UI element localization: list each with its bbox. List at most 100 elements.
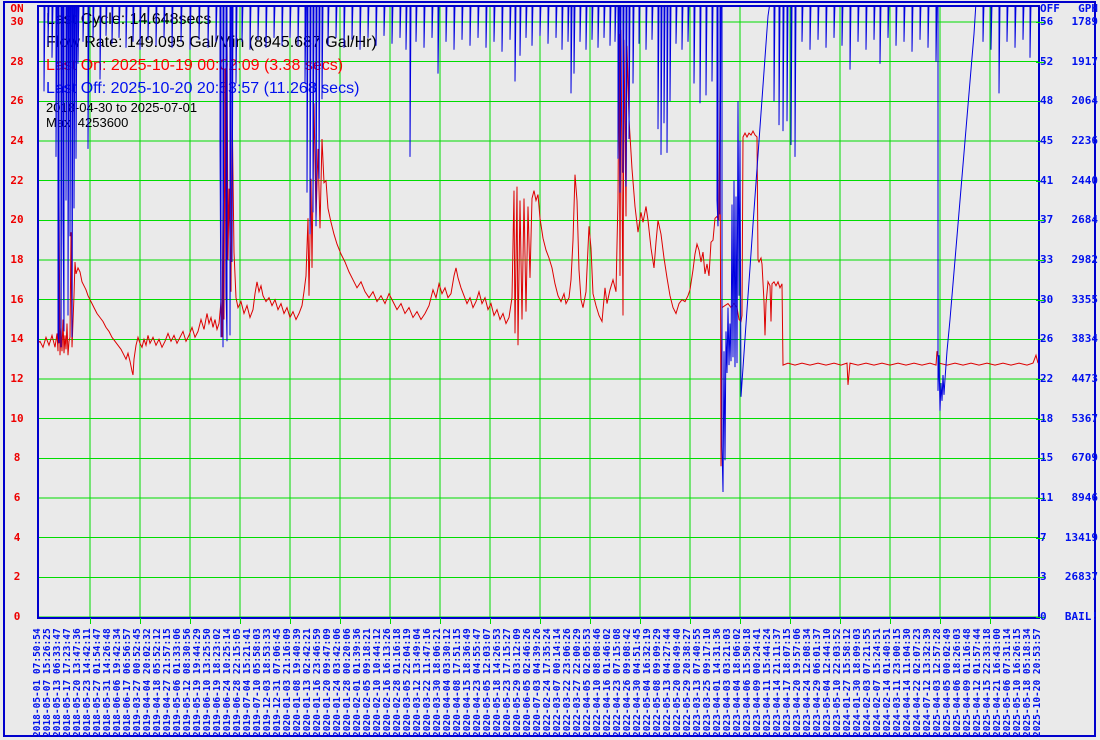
left-axis-tick-label: 8 [13, 451, 21, 465]
gph-tick-label: 2236 [1071, 134, 1099, 147]
left-axis-tick-label: 28 [10, 54, 24, 68]
off-tick-label: 30 [1040, 292, 1054, 306]
right-axis-title-gph: GPH [1078, 2, 1098, 15]
right-axis-tick-row: 37 2684 [1040, 213, 1098, 227]
right-tick-stub [1036, 617, 1045, 618]
right-axis-tick-row: 15 6709 [1040, 451, 1098, 465]
gph-tick-label: BAIL! [1064, 610, 1098, 623]
gph-tick-label: 8946 [1071, 491, 1099, 504]
right-tick-stub [1036, 458, 1045, 459]
bottom-tick-stub [240, 618, 241, 624]
right-tick-stub [1036, 577, 1045, 578]
right-tick-stub [1036, 419, 1045, 420]
off-tick-label: 0 [1040, 610, 1047, 623]
left-axis-tick-label: 6 [13, 491, 21, 504]
gph-tick-label: 6709 [1071, 451, 1099, 465]
off-tick-label: 3 [1040, 570, 1047, 584]
off-tick-label: 37 [1040, 213, 1054, 227]
gph-tick-label: 3355 [1071, 292, 1099, 306]
left-axis-tick-label: 0 [13, 610, 21, 623]
right-axis-tick-row: 18 5367 [1040, 412, 1098, 426]
date-range-text: 2018-04-30 to 2025-07-01 [46, 100, 198, 115]
left-axis-tick-label: 30 [10, 15, 24, 28]
last-on-text: Last On: 2025-10-19 00:02:09 (3.38 secs) [46, 57, 344, 74]
left-axis-tick-label: 20 [10, 213, 24, 227]
bottom-tick-stub [540, 618, 541, 624]
gph-tick-label: 2684 [1071, 213, 1099, 227]
gph-tick-label: 1917 [1071, 54, 1099, 68]
bottom-tick-stub [890, 618, 891, 624]
off-tick-label: 11 [1040, 491, 1054, 504]
gph-tick-label: 1789 [1071, 15, 1099, 28]
off-tick-label: 26 [1040, 332, 1054, 346]
right-axis-tick-row: 3 26837 [1040, 570, 1098, 584]
left-axis-title: ON [10, 2, 24, 15]
left-axis-tick-label: 4 [13, 530, 21, 544]
flow-rate-text: Flow Rate: 149.095 Gal/Min (8945.687 Gal… [46, 34, 377, 51]
gph-tick-label: 2064 [1071, 94, 1099, 108]
off-tick-label: 7 [1040, 530, 1047, 544]
right-axis-tick-row: 26 3834 [1040, 332, 1098, 346]
left-axis-tick-label: 26 [10, 94, 24, 108]
right-tick-stub [1036, 339, 1045, 340]
right-axis-tick-row: 56 1789 [1040, 15, 1098, 29]
gph-tick-label: 3834 [1071, 332, 1099, 346]
off-tick-label: 41 [1040, 173, 1054, 187]
right-axis-tick-row: 33 2982 [1040, 253, 1098, 267]
right-tick-stub [1036, 300, 1045, 301]
last-off-text: Last Off: 2025-10-20 20:53:57 (11.268 se… [46, 80, 360, 97]
left-axis-tick-label: 22 [10, 173, 24, 187]
bottom-tick-stub [990, 618, 991, 624]
right-axis-tick-row: 48 2064 [1040, 94, 1098, 108]
right-tick-stub [1036, 220, 1045, 221]
right-axis-tick-row: 30 3355 [1040, 293, 1098, 307]
bottom-tick-stub [390, 618, 391, 624]
right-tick-stub [1036, 538, 1045, 539]
right-tick-stub [1036, 260, 1045, 261]
left-axis-tick-label: 24 [10, 134, 24, 147]
bottom-tick-stub [140, 618, 141, 624]
gph-tick-label: 4473 [1071, 372, 1099, 385]
off-tick-label: 56 [1040, 15, 1054, 28]
off-tick-label: 33 [1040, 253, 1054, 266]
right-tick-stub [1036, 181, 1045, 182]
off-tick-label: 45 [1040, 134, 1054, 147]
bottom-tick-stub [740, 618, 741, 624]
off-tick-label: 22 [1040, 372, 1054, 385]
last-cycle-text: Last Cycle: 14.648secs [46, 11, 212, 28]
bottom-tick-stub [440, 618, 441, 624]
left-axis-tick-label: 16 [10, 292, 24, 306]
right-tick-stub [1036, 101, 1045, 102]
chart-gridlines [39, 7, 1038, 617]
right-tick-stub [1036, 62, 1045, 63]
cycle-chart-plot-area[interactable] [37, 5, 1040, 619]
right-axis-title-off: OFF [1040, 2, 1060, 15]
left-axis-tick-label: 10 [10, 411, 24, 425]
right-axis-tick-row: 52 1917 [1040, 55, 1098, 69]
chart-series-lines [39, 7, 1038, 493]
right-tick-stub [1036, 22, 1045, 23]
right-axis-header: OFF GPH [1040, 2, 1098, 16]
bottom-tick-stub [290, 618, 291, 624]
gph-tick-label: 2440 [1071, 173, 1099, 187]
bottom-tick-stub [790, 618, 791, 624]
off-tick-label: 18 [1040, 411, 1054, 425]
left-axis-tick-label: 2 [13, 570, 21, 584]
gph-tick-label: 2982 [1071, 253, 1099, 266]
right-axis-tick-row: 11 8946 [1040, 491, 1098, 505]
left-axis-tick-label: 14 [10, 332, 24, 346]
bottom-tick-stub [190, 618, 191, 624]
bottom-tick-stub [340, 618, 341, 624]
series-off-seconds [43, 7, 1032, 493]
off-tick-label: 15 [1040, 451, 1054, 465]
right-tick-stub [1036, 379, 1045, 380]
right-axis-tick-row: 45 2236 [1040, 134, 1098, 148]
left-axis-tick-label: 12 [10, 372, 24, 385]
gph-tick-label: 5367 [1071, 411, 1099, 425]
chart-status-block: Last Cycle: 14.648secs Flow Rate: 149.09… [46, 8, 377, 130]
bottom-tick-stub [490, 618, 491, 624]
off-tick-label: 48 [1040, 94, 1054, 108]
right-axis-tick-row: 22 4473 [1040, 372, 1098, 386]
gph-tick-label: 26837 [1064, 570, 1098, 584]
